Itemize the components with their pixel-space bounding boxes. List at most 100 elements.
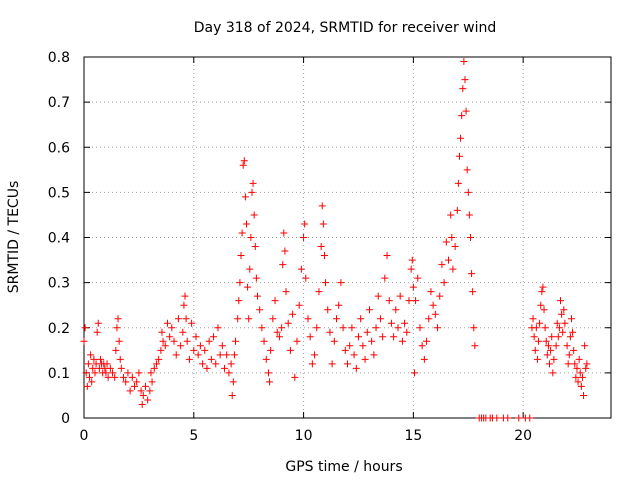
y-axis-label: SRMTID / TECUs — [6, 181, 22, 294]
data-point-0-262 — [555, 324, 563, 332]
data-point-0-204 — [445, 256, 453, 264]
data-point-0-260 — [553, 319, 561, 327]
data-point-0-285 — [582, 364, 590, 372]
data-point-0-273 — [569, 328, 577, 336]
data-point-0-271 — [566, 333, 574, 341]
data-point-0-161 — [354, 333, 362, 341]
data-point-0-65 — [182, 315, 190, 323]
data-point-0-139 — [311, 351, 319, 359]
data-point-0-165 — [363, 328, 371, 336]
data-point-0-257 — [549, 369, 557, 377]
data-point-0-100 — [244, 283, 252, 291]
data-point-0-103 — [247, 234, 255, 241]
data-point-0-122 — [279, 261, 287, 269]
data-point-0-124 — [281, 247, 289, 255]
data-point-0-63 — [180, 301, 188, 309]
data-point-0-272 — [567, 315, 575, 323]
x-tick-label-3: 15 — [404, 428, 422, 444]
data-point-0-128 — [289, 310, 297, 318]
y-tick-label-1: 0.1 — [48, 366, 70, 382]
data-point-0-98 — [241, 193, 249, 201]
data-point-0-265 — [559, 328, 567, 336]
data-point-0-101 — [245, 315, 253, 323]
data-point-0-26 — [112, 346, 120, 354]
data-point-0-282 — [578, 373, 586, 381]
data-point-0-171 — [376, 315, 384, 323]
data-point-0-220 — [465, 211, 473, 219]
data-point-0-23 — [106, 364, 114, 372]
data-point-0-27 — [113, 324, 121, 332]
data-point-0-195 — [425, 315, 433, 323]
data-point-0-127 — [286, 346, 294, 354]
data-point-0-222 — [468, 270, 476, 278]
data-point-0-263 — [556, 297, 564, 305]
data-point-0-150 — [330, 337, 338, 345]
data-point-0-93 — [236, 279, 244, 287]
data-point-0-279 — [575, 355, 583, 363]
data-point-0-104 — [248, 188, 256, 196]
data-point-0-221 — [466, 234, 474, 241]
data-point-0-44 — [144, 396, 152, 404]
data-point-0-219 — [464, 188, 472, 196]
data-point-0-81 — [216, 351, 224, 359]
y-tick-label-2: 0.2 — [48, 321, 70, 337]
data-point-0-60 — [174, 315, 182, 323]
data-point-0-9 — [90, 355, 98, 363]
data-point-0-192 — [418, 342, 426, 350]
data-point-0-83 — [221, 364, 229, 372]
data-point-0-208 — [451, 243, 459, 251]
data-point-0-42 — [139, 391, 147, 399]
data-point-0-72 — [196, 342, 204, 350]
data-point-0-118 — [271, 297, 279, 305]
data-point-0-48 — [150, 364, 158, 372]
data-point-0-21 — [103, 360, 111, 368]
data-point-0-126 — [284, 319, 292, 327]
axes: 0 0.1 0.2 0.3 0.4 0.5 0.6 0.7 0.8 0 5 10 15 20 — [48, 50, 612, 444]
data-point-0-28 — [114, 315, 122, 323]
data-series — [80, 58, 591, 422]
data-point-0-214 — [459, 85, 467, 93]
data-point-0-50 — [155, 355, 163, 363]
data-point-0-243 — [533, 355, 541, 363]
data-point-0-199 — [434, 324, 442, 332]
data-point-0-69 — [190, 346, 198, 354]
data-point-0-280 — [576, 369, 584, 377]
data-point-0-189 — [412, 297, 420, 305]
data-point-0-79 — [212, 360, 220, 368]
data-point-0-117 — [269, 315, 277, 323]
data-point-0-178 — [392, 306, 400, 314]
data-point-0-261 — [554, 333, 562, 341]
data-point-0-180 — [396, 292, 404, 300]
data-point-0-59 — [172, 351, 180, 359]
data-point-0-76 — [205, 337, 213, 345]
y-tick-label-3: 0.3 — [48, 276, 70, 292]
data-point-0-58 — [170, 337, 178, 345]
data-point-0-213 — [458, 112, 466, 120]
data-point-0-35 — [126, 387, 134, 395]
data-point-0-270 — [565, 351, 573, 359]
data-point-0-281 — [577, 382, 585, 390]
data-point-0-276 — [572, 373, 580, 381]
data-point-0-232 — [493, 414, 501, 422]
data-point-0-255 — [547, 346, 555, 354]
data-point-0-169 — [372, 324, 380, 332]
data-point-0-84 — [223, 351, 231, 359]
data-point-0-37 — [131, 382, 139, 390]
data-point-0-186 — [408, 256, 416, 264]
data-point-0-75 — [203, 364, 211, 372]
data-point-0-207 — [449, 265, 457, 273]
data-point-0-252 — [543, 351, 551, 359]
data-point-0-158 — [348, 324, 356, 332]
data-point-0-173 — [381, 274, 389, 282]
data-point-0-160 — [352, 364, 360, 372]
data-point-0-151 — [333, 315, 341, 323]
data-point-0-246 — [537, 301, 545, 309]
data-point-0-157 — [346, 342, 354, 350]
data-point-0-153 — [337, 279, 345, 287]
y-tick-label-5: 0.5 — [48, 185, 70, 201]
data-point-0-15 — [96, 355, 104, 363]
data-point-0-129 — [291, 373, 299, 381]
data-point-0-66 — [183, 337, 191, 345]
data-point-0-211 — [455, 152, 463, 160]
